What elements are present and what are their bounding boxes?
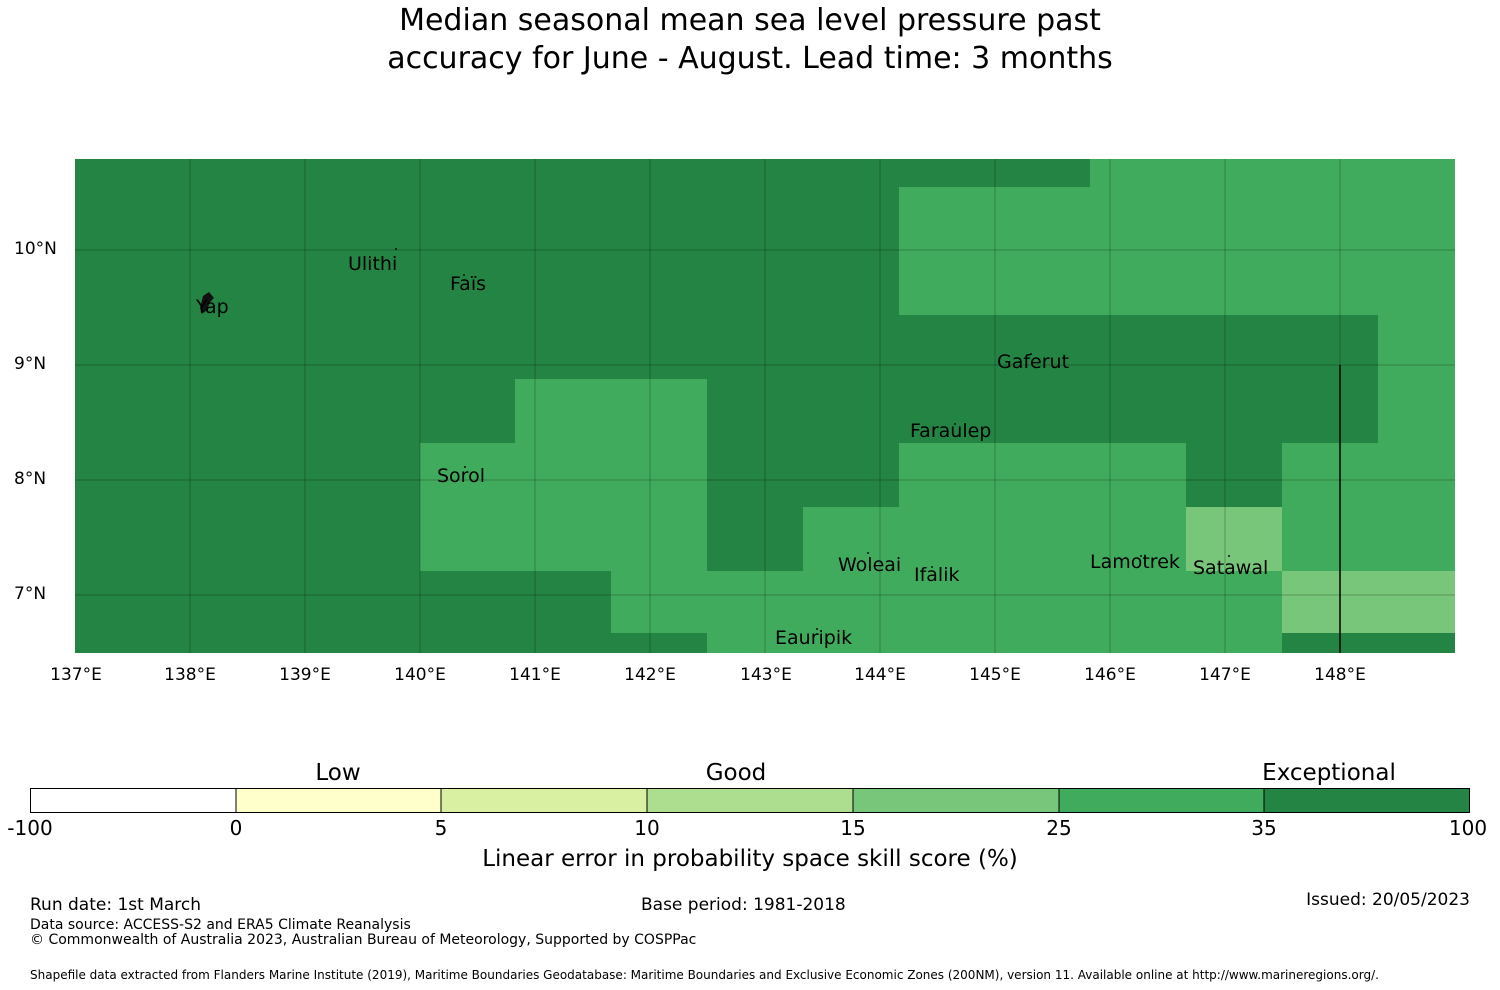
place-label-ifalik: Ifalik <box>914 564 960 586</box>
colorbar-tick: 35 <box>1251 816 1277 840</box>
colorbar-tick: 15 <box>840 816 866 840</box>
lon-label-145e: 145°E <box>969 665 1021 685</box>
colorbar-segment-low-1 <box>30 788 236 813</box>
colorbar-category-good: Good <box>705 760 767 786</box>
colorbar-segment-exceptional-1 <box>1059 788 1264 813</box>
lat-label-9n: 9°N <box>14 354 47 374</box>
place-label-fais: Faïs <box>450 273 487 295</box>
place-label-gaferut: Gaferut <box>997 351 1070 373</box>
skill-regions-very-good <box>420 159 1455 653</box>
lat-label-10n: 10°N <box>14 239 57 259</box>
lat-label-8n: 8°N <box>14 469 47 489</box>
colorbar-segment-low-3 <box>441 788 647 813</box>
lon-label-147e: 147°E <box>1199 665 1251 685</box>
colorbar-segment-good-1 <box>647 788 853 813</box>
lon-label-146e: 146°E <box>1084 665 1136 685</box>
colorbar-tick: 100 <box>1448 816 1488 840</box>
data-source: Data source: ACCESS-S2 and ERA5 Climate … <box>30 917 411 933</box>
shapefile-credit: Shapefile data extracted from Flanders M… <box>30 968 1379 982</box>
issued-date: Issued: 20/05/2023 <box>1306 890 1470 910</box>
colorbar-axis-label: Linear error in probability space skill … <box>482 846 1018 872</box>
colorbar-tick: -100 <box>7 816 53 840</box>
place-label-woleai: Woleai <box>838 554 902 576</box>
colorbar <box>30 788 1470 813</box>
colorbar-segment-good-2 <box>853 788 1059 813</box>
colorbar-segment-low-2 <box>236 788 441 813</box>
yap-island-shape <box>200 292 214 314</box>
colorbar-tick: 10 <box>634 816 660 840</box>
lon-label-139e: 139°E <box>279 665 331 685</box>
colorbar-dividers <box>235 788 1265 813</box>
run-date: Run date: 1st March <box>30 895 202 915</box>
lon-label-144e: 144°E <box>854 665 906 685</box>
skill-region-northeast <box>899 159 1455 571</box>
graticule <box>75 159 1455 653</box>
lon-label-143e: 143°E <box>740 665 792 685</box>
chart-title-line-1: Median seasonal mean sea level pressure … <box>399 3 1101 38</box>
skill-region-satawal <box>1186 507 1282 571</box>
colorbar-tick: 25 <box>1046 816 1072 840</box>
place-label-ulithi: Ulithi <box>348 253 398 275</box>
lon-label-138e: 138°E <box>164 665 216 685</box>
lon-label-137e: 137°E <box>50 665 102 685</box>
place-label-eauripik: Eauripik <box>775 627 853 649</box>
place-label-satawal: Satawal <box>1193 557 1269 579</box>
island-markers <box>200 248 1230 630</box>
colorbar-category-exceptional: Exceptional <box>1262 760 1396 786</box>
place-label-faraulep: Faraulep <box>910 420 992 442</box>
base-period: Base period: 1981-2018 <box>641 895 846 915</box>
skill-region-southeast <box>1282 571 1455 633</box>
skill-region-central <box>420 379 1378 653</box>
chart-title-line-2: accuracy for June - August. Lead time: 3… <box>387 41 1113 76</box>
copyright-notice: © Commonwealth of Australia 2023, Austra… <box>30 932 697 948</box>
lat-label-7n: 7°N <box>14 584 47 604</box>
lon-label-140e: 140°E <box>394 665 446 685</box>
place-label-yap: Yap <box>196 296 229 318</box>
lon-label-141e: 141°E <box>509 665 561 685</box>
colorbar-category-low: Low <box>315 760 361 786</box>
colorbar-segment-exceptional-2 <box>1264 788 1470 813</box>
colorbar-tick: 5 <box>434 816 448 840</box>
lon-label-148e: 148°E <box>1314 665 1366 685</box>
place-label-sorol: Sorol <box>437 465 485 487</box>
place-label-lamotrek: Lamotrek <box>1090 551 1180 573</box>
lon-label-142e: 142°E <box>624 665 676 685</box>
colorbar-tick: 0 <box>229 816 243 840</box>
skill-regions-good <box>1186 507 1455 633</box>
colorbar-outline <box>30 788 1470 813</box>
